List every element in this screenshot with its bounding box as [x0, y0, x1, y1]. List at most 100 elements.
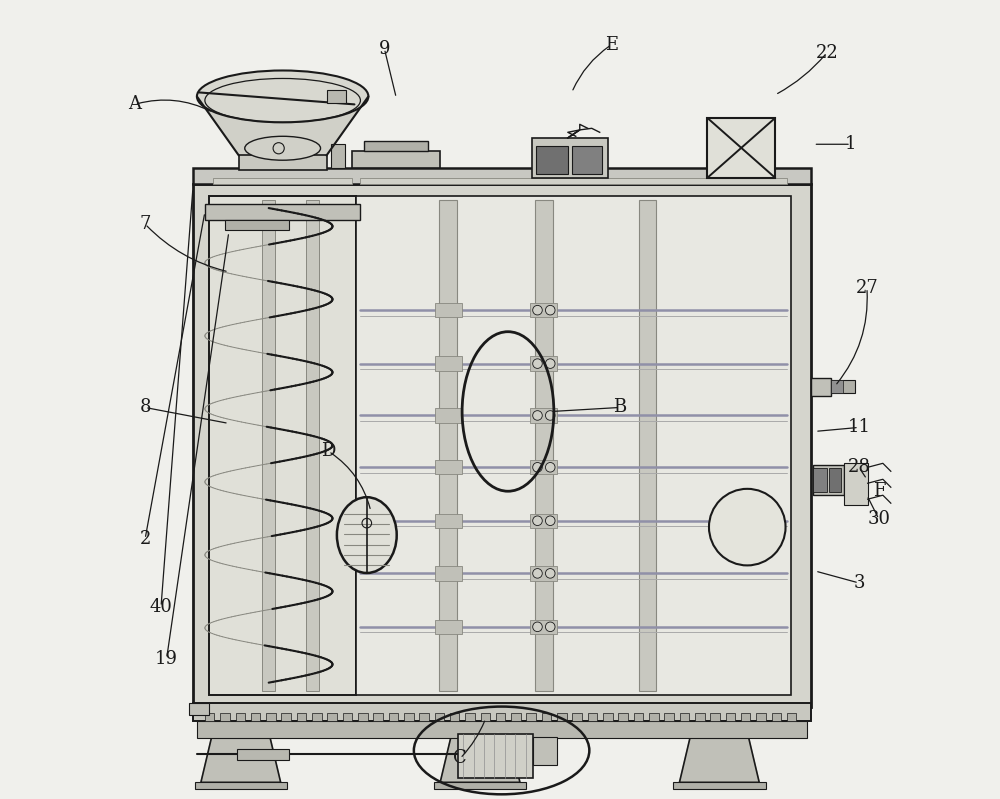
Bar — [297, 713, 306, 721]
Bar — [189, 702, 209, 714]
Bar — [639, 200, 656, 690]
Bar — [741, 713, 750, 721]
Polygon shape — [197, 97, 368, 156]
Text: 27: 27 — [856, 279, 878, 297]
Bar — [193, 184, 811, 706]
Bar — [306, 200, 319, 690]
Circle shape — [545, 359, 555, 368]
Bar — [634, 713, 643, 721]
Ellipse shape — [245, 137, 321, 161]
Bar — [343, 713, 352, 721]
Bar — [787, 713, 796, 721]
Bar — [404, 713, 414, 721]
Bar — [193, 703, 811, 721]
Text: 11: 11 — [847, 419, 870, 436]
Text: 7: 7 — [139, 215, 151, 233]
Bar — [680, 713, 689, 721]
Bar — [481, 713, 490, 721]
Bar — [603, 713, 613, 721]
Bar — [811, 378, 831, 396]
Bar — [193, 169, 811, 184]
Text: 8: 8 — [139, 399, 151, 416]
Bar — [756, 713, 766, 721]
Bar — [536, 146, 568, 173]
Bar — [327, 90, 346, 103]
Bar — [435, 303, 462, 317]
Bar — [439, 200, 457, 690]
Text: 40: 40 — [150, 598, 172, 616]
Bar — [419, 713, 429, 721]
Text: C: C — [453, 749, 467, 767]
Text: 9: 9 — [379, 40, 390, 58]
Bar — [588, 713, 597, 721]
Bar — [572, 146, 602, 173]
Ellipse shape — [337, 497, 397, 573]
Text: A: A — [128, 95, 141, 113]
Bar — [237, 749, 289, 760]
Bar — [496, 713, 505, 721]
Polygon shape — [201, 706, 281, 782]
Bar — [530, 303, 557, 317]
Bar — [197, 721, 807, 738]
Circle shape — [533, 622, 542, 631]
Bar — [813, 468, 827, 492]
Bar — [511, 713, 521, 721]
Bar — [813, 465, 844, 495]
Bar — [844, 463, 868, 505]
Bar — [530, 514, 557, 528]
Text: 19: 19 — [155, 650, 178, 668]
Circle shape — [533, 516, 542, 526]
Bar — [530, 408, 557, 423]
Bar — [209, 196, 356, 694]
Circle shape — [533, 463, 542, 472]
Circle shape — [545, 516, 555, 526]
Bar — [352, 151, 440, 169]
Circle shape — [545, 305, 555, 315]
Bar — [435, 620, 462, 634]
Bar — [360, 177, 787, 184]
Text: E: E — [605, 36, 618, 54]
Bar — [526, 713, 536, 721]
Bar — [530, 620, 557, 634]
Text: 22: 22 — [816, 43, 838, 62]
Text: 30: 30 — [867, 510, 890, 528]
Bar — [664, 713, 674, 721]
Text: 3: 3 — [853, 574, 865, 592]
Bar — [435, 356, 462, 371]
Circle shape — [545, 622, 555, 631]
Bar — [435, 566, 462, 581]
Bar — [530, 356, 557, 371]
Bar — [572, 713, 582, 721]
Text: F: F — [873, 483, 885, 500]
Bar — [262, 200, 275, 690]
Bar — [458, 734, 533, 778]
Bar — [389, 713, 398, 721]
Bar — [266, 713, 276, 721]
Bar — [829, 468, 841, 492]
Ellipse shape — [197, 70, 368, 122]
Bar — [772, 713, 781, 721]
Bar — [205, 204, 360, 220]
Circle shape — [545, 569, 555, 578]
Bar — [225, 220, 289, 229]
Bar — [220, 713, 230, 721]
Bar — [251, 713, 260, 721]
Bar — [530, 460, 557, 475]
Circle shape — [545, 411, 555, 420]
Bar — [831, 380, 843, 393]
Circle shape — [533, 569, 542, 578]
Polygon shape — [440, 706, 520, 782]
Bar — [673, 782, 766, 789]
Bar — [236, 713, 245, 721]
Bar — [281, 713, 291, 721]
Text: D: D — [321, 443, 336, 460]
Bar — [356, 196, 791, 694]
Bar — [331, 145, 345, 169]
Bar — [358, 713, 368, 721]
Bar — [726, 713, 735, 721]
Bar — [195, 782, 287, 789]
Bar — [557, 713, 567, 721]
Bar — [450, 713, 459, 721]
Bar — [373, 713, 383, 721]
Polygon shape — [679, 706, 759, 782]
